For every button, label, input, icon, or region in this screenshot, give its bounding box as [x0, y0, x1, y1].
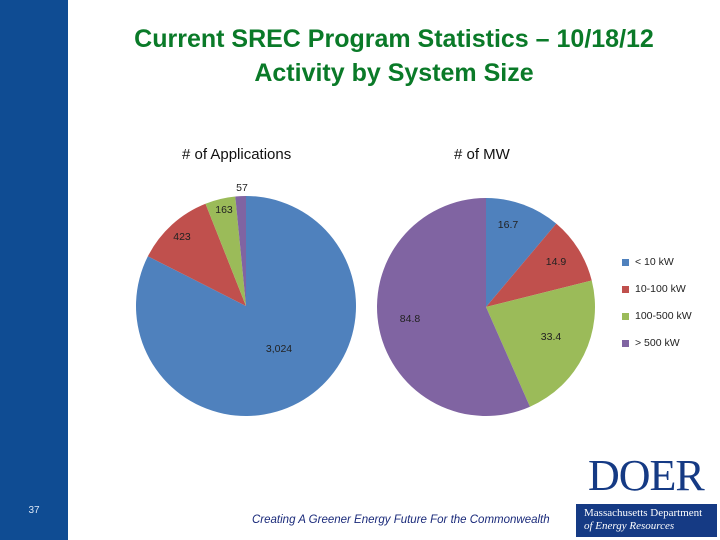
- legend-label: 100-500 kW: [635, 310, 692, 322]
- logo-line-1: Massachusetts Department: [584, 507, 703, 519]
- legend-label: > 500 kW: [635, 337, 680, 349]
- title-line-2: Activity by System Size: [254, 59, 534, 87]
- pie-slice-under-10kw: [486, 198, 557, 307]
- pie-slice-over-500kw: [235, 195, 246, 306]
- legend-item-100-500kw: 100-500 kW: [622, 309, 692, 323]
- legend-label: 10-100 kW: [635, 283, 686, 295]
- applications-chart-title: # of Applications: [182, 146, 292, 163]
- data-label-under-10kw: 16.7: [498, 219, 519, 231]
- legend-swatch: [622, 339, 629, 347]
- logo-caption: Massachusetts Department of Energy Resou…: [576, 504, 717, 537]
- data-label-under-10kw: 3,024: [266, 343, 292, 355]
- data-label-over-500kw: 84.8: [400, 313, 421, 325]
- data-label-10-100kw: 423: [173, 231, 191, 243]
- data-label-100-500kw: 33.4: [541, 331, 562, 343]
- pie-slice-under-10kw: [136, 196, 357, 416]
- side-band: [0, 0, 68, 540]
- legend-swatch: [622, 312, 629, 320]
- legend-item-under-10kw: < 10 kW: [622, 255, 674, 269]
- data-label-10-100kw: 14.9: [546, 256, 567, 268]
- pie-slice-10-100kw: [486, 223, 592, 307]
- legend-item-over-500kw: > 500 kW: [622, 336, 680, 350]
- mw-chart-title: # of MW: [454, 146, 510, 163]
- legend-label: < 10 kW: [635, 256, 674, 268]
- logo-line-2: of Energy Resources: [584, 520, 675, 532]
- legend-item-10-100kw: 10-100 kW: [622, 282, 686, 296]
- pie-slice-over-500kw: [377, 198, 530, 416]
- pie-slice-100-500kw: [205, 196, 246, 306]
- legend-swatch: [622, 258, 629, 266]
- data-label-100-500kw: 163: [215, 204, 233, 216]
- data-label-over-500kw: 57: [236, 182, 248, 194]
- pie-slice-10-100kw: [147, 203, 246, 306]
- title-line-1: Current SREC Program Statistics – 10/18/…: [134, 25, 654, 53]
- slide-number: 37: [28, 505, 40, 516]
- pie-slice-100-500kw: [486, 280, 596, 407]
- mw-pie: 16.7 14.9 33.4 84.8: [377, 198, 596, 416]
- footer-tagline: Creating A Greener Energy Future For the…: [252, 514, 550, 526]
- logo-wordmark: DOER: [588, 451, 705, 500]
- doer-logo: DOER Massachusetts Department of Energy …: [576, 446, 717, 537]
- slide-title: Current SREC Program Statistics – 10/18/…: [68, 22, 720, 90]
- legend-swatch: [622, 285, 629, 293]
